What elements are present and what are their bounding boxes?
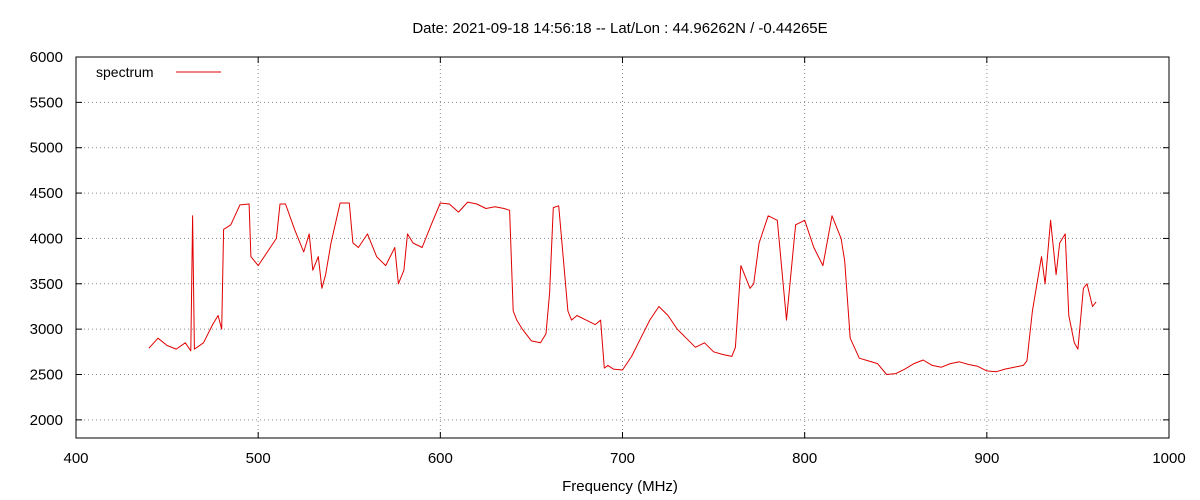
y-tick-label: 3000 (30, 321, 63, 338)
x-tick-label: 400 (63, 450, 88, 467)
axis-ticks: 400 500 600 700 800 900 1000 2000 2500 3000 3500 40… (30, 49, 1186, 467)
y-tick-label: 4500 (30, 185, 63, 202)
chart-title: Date: 2021-09-18 14:56:18 -- Lat/Lon : 4… (412, 20, 827, 37)
series-layer (148, 201, 1097, 375)
x-tick-label: 1000 (1152, 450, 1185, 467)
x-tick-label: 600 (428, 450, 453, 467)
y-tick-label: 6000 (30, 49, 63, 66)
y-tick-label: 2500 (30, 367, 63, 384)
plot-area (75, 56, 1170, 439)
grid (76, 57, 1169, 438)
y-tick-label: 2000 (30, 412, 63, 429)
x-tick-label: 500 (246, 450, 271, 467)
x-axis-label: Frequency (MHz) (562, 478, 678, 495)
spectrum-line (148, 201, 1097, 375)
y-tick-label: 5500 (30, 94, 63, 111)
x-tick-label: 700 (610, 450, 635, 467)
y-tick-label: 4000 (30, 230, 63, 247)
legend-label: spectrum (96, 64, 154, 80)
legend: spectrum (96, 64, 221, 80)
y-tick-label: 3500 (30, 276, 63, 293)
y-tick-label: 5000 (30, 140, 63, 157)
x-tick-label: 900 (974, 450, 999, 467)
x-tick-label: 800 (792, 450, 817, 467)
